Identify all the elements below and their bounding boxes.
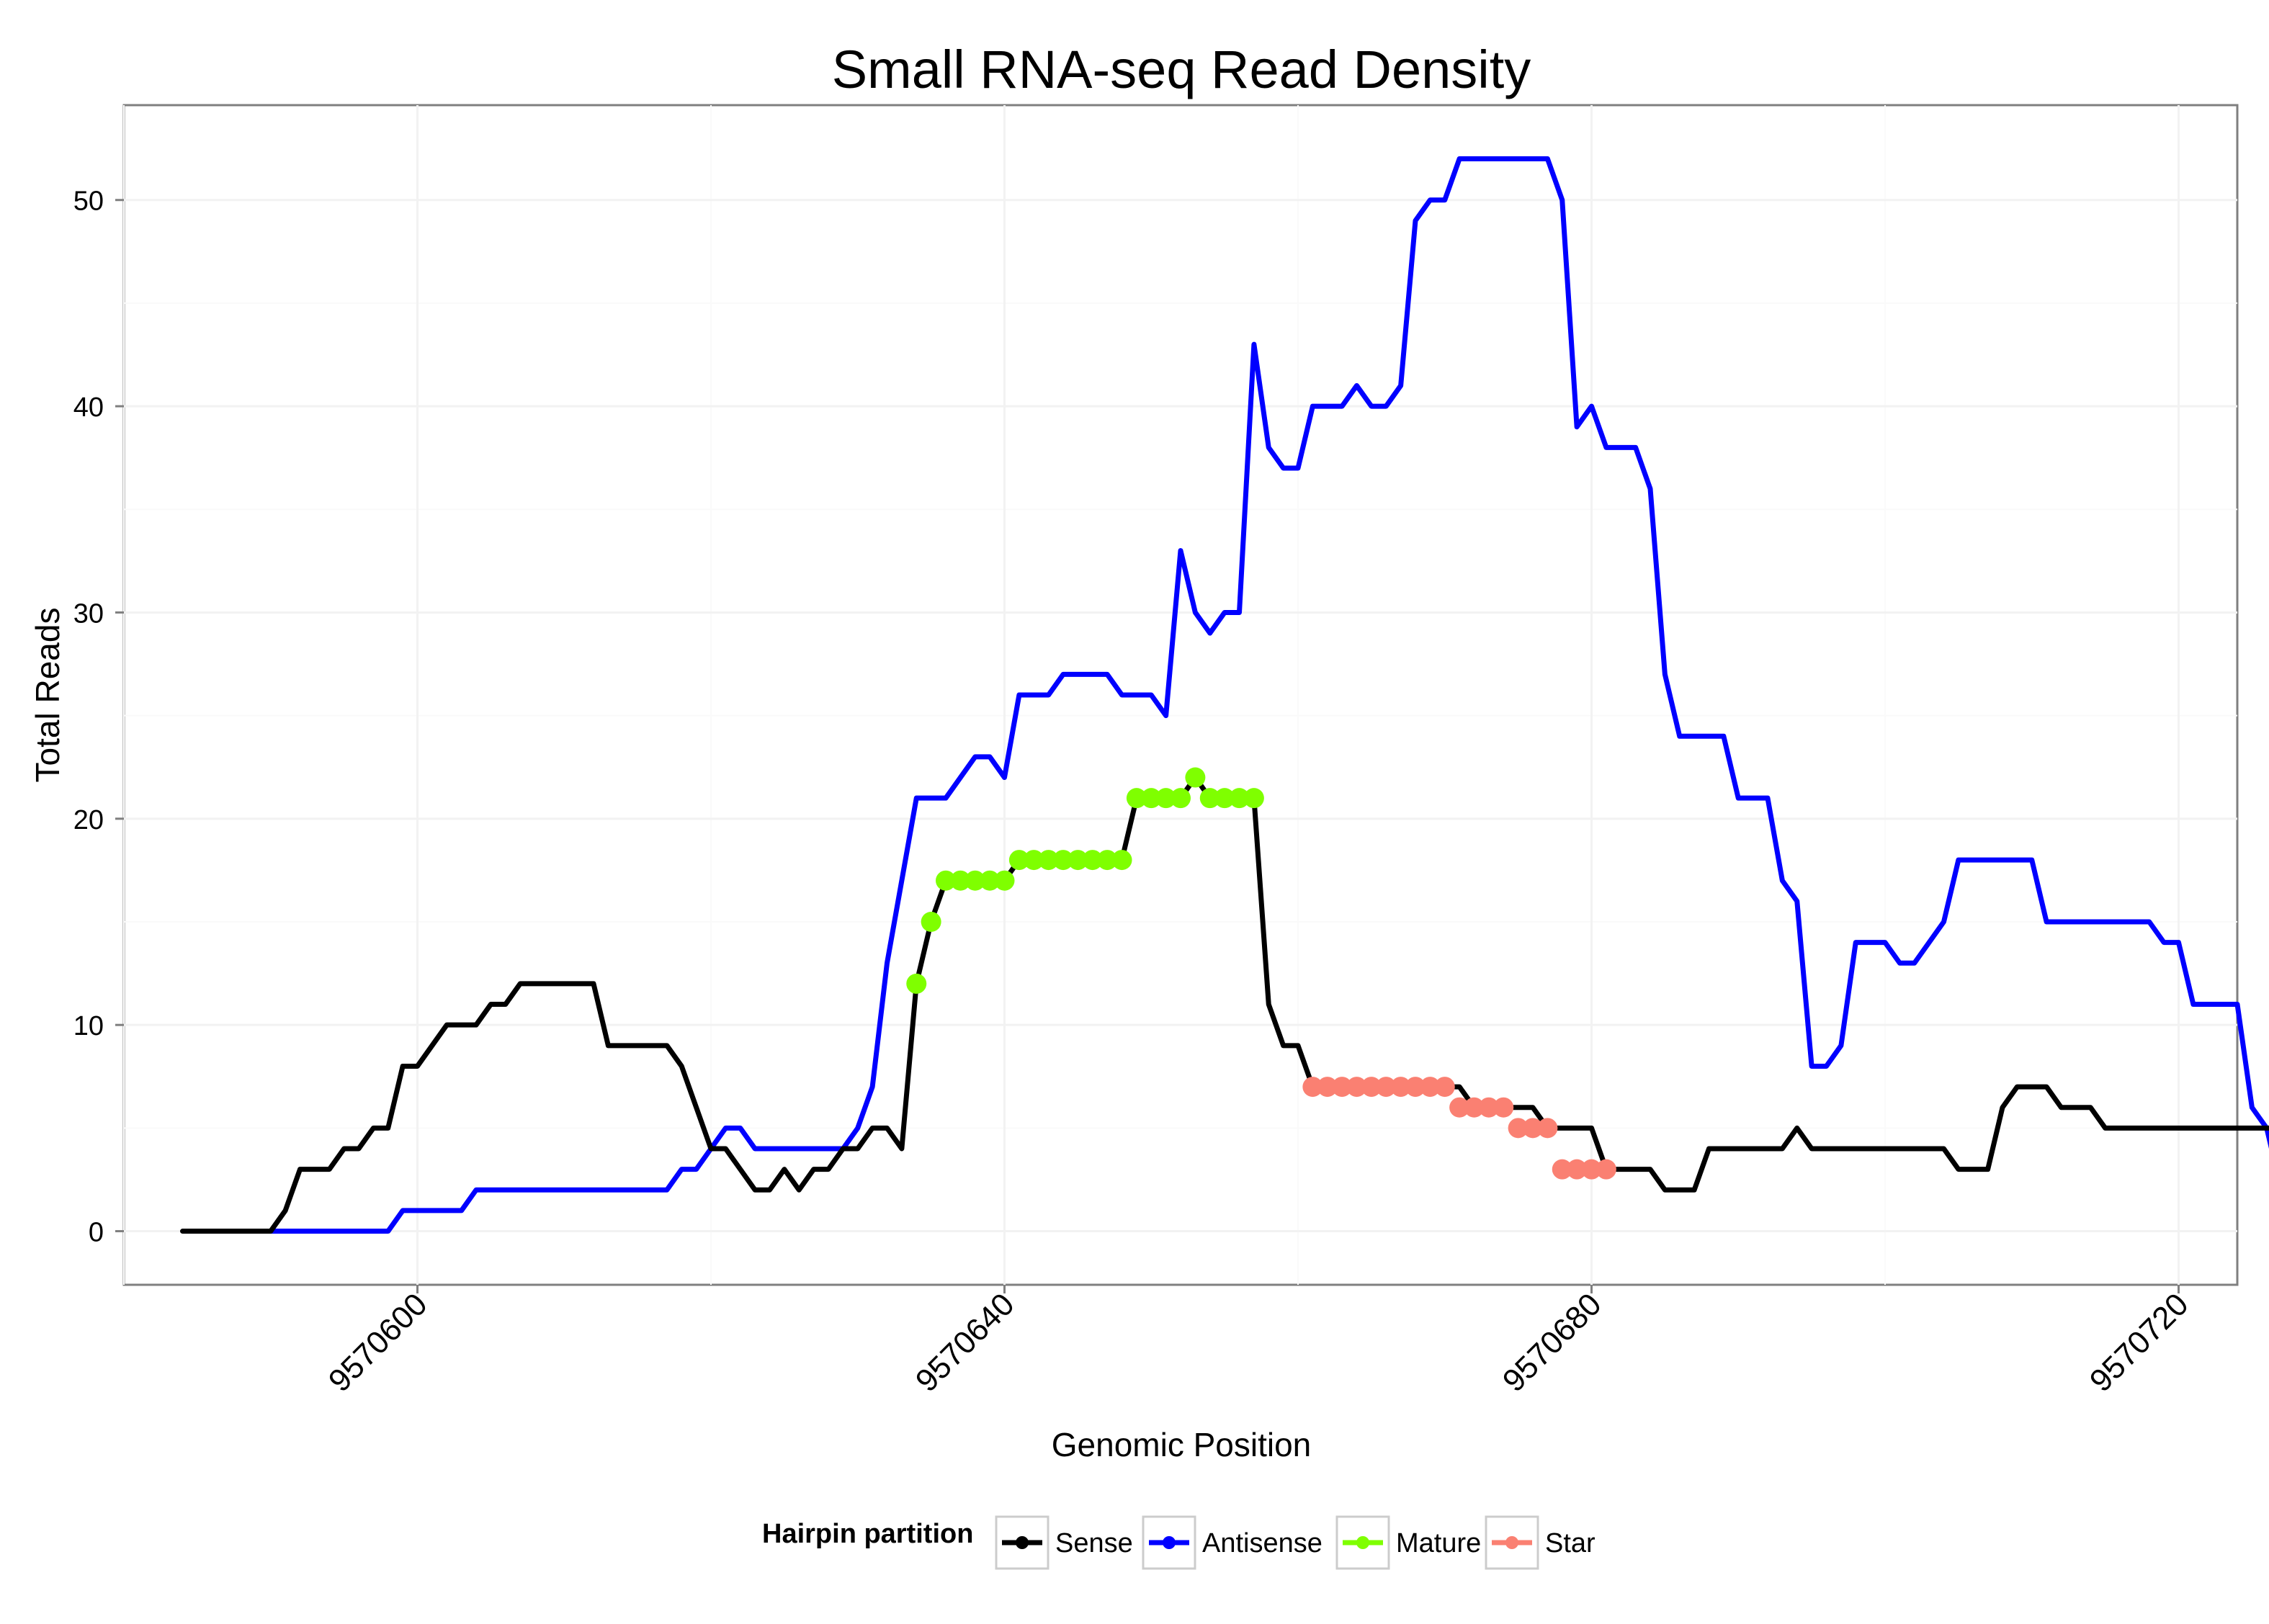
star-point: [1537, 1118, 1557, 1138]
mature-point: [1244, 788, 1264, 808]
plot-area: [124, 105, 2237, 1285]
mature-point: [995, 871, 1015, 891]
mature-point: [906, 974, 926, 994]
chart-title: Small RNA-seq Read Density: [832, 40, 1531, 99]
legend-title: Hairpin partition: [762, 1519, 973, 1549]
star-point: [1435, 1077, 1455, 1097]
y-tick-label: 0: [89, 1218, 104, 1248]
y-axis-label: Total Reads: [29, 608, 66, 783]
mature-point: [1112, 850, 1132, 870]
legend-key-point: [1016, 1536, 1029, 1549]
star-point: [1493, 1098, 1513, 1118]
legend-label-antisense: Antisense: [1202, 1528, 1323, 1558]
mature-point: [1185, 768, 1205, 788]
legend-key-point: [1163, 1536, 1176, 1549]
legend-label-sense: Sense: [1055, 1528, 1133, 1558]
y-tick-label: 20: [73, 805, 104, 835]
y-tick-label: 10: [73, 1011, 104, 1041]
legend-key-point: [1356, 1536, 1369, 1549]
legend-label-mature: Mature: [1396, 1528, 1481, 1558]
legend-label-star: Star: [1545, 1528, 1596, 1558]
y-tick-label: 30: [73, 598, 104, 629]
mature-point: [1171, 788, 1191, 808]
legend-key-point: [1505, 1536, 1518, 1549]
mature-point: [921, 912, 941, 932]
x-axis-label: Genomic Position: [1052, 1426, 1312, 1463]
y-tick-label: 40: [73, 392, 104, 423]
y-tick-label: 50: [73, 187, 104, 217]
star-point: [1596, 1159, 1616, 1180]
